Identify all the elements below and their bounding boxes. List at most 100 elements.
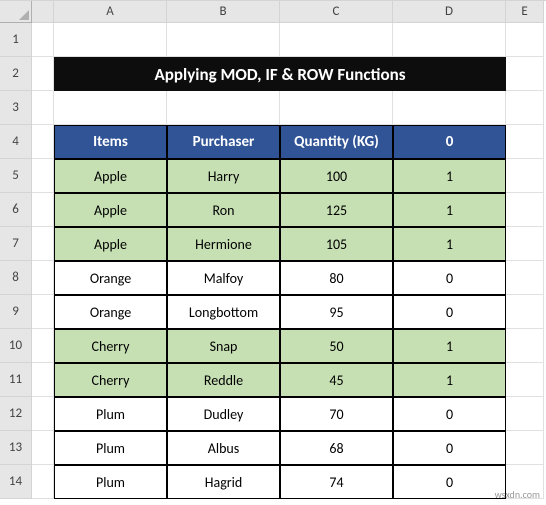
cell-items-0[interactable]: Apple xyxy=(54,159,167,193)
cell-blank-r1-0[interactable] xyxy=(54,23,167,57)
row-header-6[interactable]: 6 xyxy=(0,193,32,227)
row-header-13[interactable]: 13 xyxy=(0,431,32,465)
cell-blank-r5-e[interactable] xyxy=(506,159,544,193)
row-header-7[interactable]: 7 xyxy=(0,227,32,261)
cell-purchaser-0[interactable]: Harry xyxy=(167,159,280,193)
cell-blank-r1-2[interactable] xyxy=(280,23,393,57)
table-header-1: Purchaser xyxy=(167,125,280,159)
col-header-a[interactable]: A xyxy=(54,1,167,23)
cell-blank-r7-e[interactable] xyxy=(506,227,544,261)
cell-gutter-12[interactable] xyxy=(32,397,54,431)
cell-gutter-5[interactable] xyxy=(32,159,54,193)
cell-blank-r11-e[interactable] xyxy=(506,363,544,397)
cell-qty-4[interactable]: 95 xyxy=(280,295,393,329)
col-header-d[interactable]: D xyxy=(393,1,506,23)
cell-gutter-9[interactable] xyxy=(32,295,54,329)
select-all-corner[interactable] xyxy=(0,1,32,23)
cell-qty-2[interactable]: 105 xyxy=(280,227,393,261)
spreadsheet-grid: ABCDE12Applying MOD, IF & ROW Functions3… xyxy=(0,0,546,499)
row-header-14[interactable]: 14 xyxy=(0,465,32,499)
cell-purchaser-5[interactable]: Snap xyxy=(167,329,280,363)
cell-blank-r1-4[interactable] xyxy=(506,23,544,57)
cell-flag-0[interactable]: 1 xyxy=(393,159,506,193)
cell-purchaser-3[interactable]: Malfoy xyxy=(167,261,280,295)
cell-blank-r2-e[interactable] xyxy=(506,57,544,91)
cell-blank-r4-e[interactable] xyxy=(506,125,544,159)
cell-qty-9[interactable]: 74 xyxy=(280,465,393,499)
cell-gutter-13[interactable] xyxy=(32,431,54,465)
cell-flag-8[interactable]: 0 xyxy=(393,431,506,465)
col-header-gutter[interactable] xyxy=(32,1,54,23)
row-header-1[interactable]: 1 xyxy=(0,23,32,57)
title-banner: Applying MOD, IF & ROW Functions xyxy=(54,57,506,91)
cell-gutter-3[interactable] xyxy=(32,91,54,125)
cell-flag-1[interactable]: 1 xyxy=(393,193,506,227)
cell-qty-3[interactable]: 80 xyxy=(280,261,393,295)
cell-gutter-11[interactable] xyxy=(32,363,54,397)
cell-flag-6[interactable]: 1 xyxy=(393,363,506,397)
cell-flag-9[interactable]: 0 xyxy=(393,465,506,499)
cell-qty-1[interactable]: 125 xyxy=(280,193,393,227)
cell-items-6[interactable]: Cherry xyxy=(54,363,167,397)
cell-purchaser-6[interactable]: Reddle xyxy=(167,363,280,397)
cell-blank-r1-3[interactable] xyxy=(393,23,506,57)
cell-qty-6[interactable]: 45 xyxy=(280,363,393,397)
cell-blank-r3-0[interactable] xyxy=(54,91,167,125)
cell-gutter-7[interactable] xyxy=(32,227,54,261)
row-header-2[interactable]: 2 xyxy=(0,57,32,91)
row-header-4[interactable]: 4 xyxy=(0,125,32,159)
cell-items-4[interactable]: Orange xyxy=(54,295,167,329)
cell-gutter-1[interactable] xyxy=(32,23,54,57)
table-header-3: 0 xyxy=(393,125,506,159)
row-header-12[interactable]: 12 xyxy=(0,397,32,431)
cell-qty-5[interactable]: 50 xyxy=(280,329,393,363)
cell-qty-0[interactable]: 100 xyxy=(280,159,393,193)
cell-flag-7[interactable]: 0 xyxy=(393,397,506,431)
cell-flag-5[interactable]: 1 xyxy=(393,329,506,363)
row-header-11[interactable]: 11 xyxy=(0,363,32,397)
row-header-8[interactable]: 8 xyxy=(0,261,32,295)
row-header-5[interactable]: 5 xyxy=(0,159,32,193)
cell-gutter-6[interactable] xyxy=(32,193,54,227)
cell-gutter-8[interactable] xyxy=(32,261,54,295)
cell-blank-r3-4[interactable] xyxy=(506,91,544,125)
cell-flag-2[interactable]: 1 xyxy=(393,227,506,261)
col-header-c[interactable]: C xyxy=(280,1,393,23)
cell-flag-3[interactable]: 0 xyxy=(393,261,506,295)
cell-items-9[interactable]: Plum xyxy=(54,465,167,499)
cell-items-7[interactable]: Plum xyxy=(54,397,167,431)
cell-qty-8[interactable]: 68 xyxy=(280,431,393,465)
cell-purchaser-2[interactable]: Hermione xyxy=(167,227,280,261)
cell-purchaser-7[interactable]: Dudley xyxy=(167,397,280,431)
cell-gutter-14[interactable] xyxy=(32,465,54,499)
cell-items-5[interactable]: Cherry xyxy=(54,329,167,363)
row-header-10[interactable]: 10 xyxy=(0,329,32,363)
cell-purchaser-4[interactable]: Longbottom xyxy=(167,295,280,329)
cell-items-2[interactable]: Apple xyxy=(54,227,167,261)
row-header-9[interactable]: 9 xyxy=(0,295,32,329)
cell-gutter-2[interactable] xyxy=(32,57,54,91)
col-header-e[interactable]: E xyxy=(506,1,544,23)
col-header-b[interactable]: B xyxy=(167,1,280,23)
cell-flag-4[interactable]: 0 xyxy=(393,295,506,329)
cell-items-3[interactable]: Orange xyxy=(54,261,167,295)
cell-blank-r3-3[interactable] xyxy=(393,91,506,125)
cell-blank-r1-1[interactable] xyxy=(167,23,280,57)
cell-qty-7[interactable]: 70 xyxy=(280,397,393,431)
cell-blank-r8-e[interactable] xyxy=(506,261,544,295)
cell-items-8[interactable]: Plum xyxy=(54,431,167,465)
cell-blank-r12-e[interactable] xyxy=(506,397,544,431)
cell-purchaser-8[interactable]: Albus xyxy=(167,431,280,465)
cell-purchaser-9[interactable]: Hagrid xyxy=(167,465,280,499)
row-header-3[interactable]: 3 xyxy=(0,91,32,125)
cell-blank-r6-e[interactable] xyxy=(506,193,544,227)
cell-blank-r13-e[interactable] xyxy=(506,431,544,465)
cell-gutter-4[interactable] xyxy=(32,125,54,159)
cell-blank-r3-1[interactable] xyxy=(167,91,280,125)
cell-purchaser-1[interactable]: Ron xyxy=(167,193,280,227)
cell-gutter-10[interactable] xyxy=(32,329,54,363)
cell-blank-r3-2[interactable] xyxy=(280,91,393,125)
cell-items-1[interactable]: Apple xyxy=(54,193,167,227)
cell-blank-r10-e[interactable] xyxy=(506,329,544,363)
cell-blank-r9-e[interactable] xyxy=(506,295,544,329)
